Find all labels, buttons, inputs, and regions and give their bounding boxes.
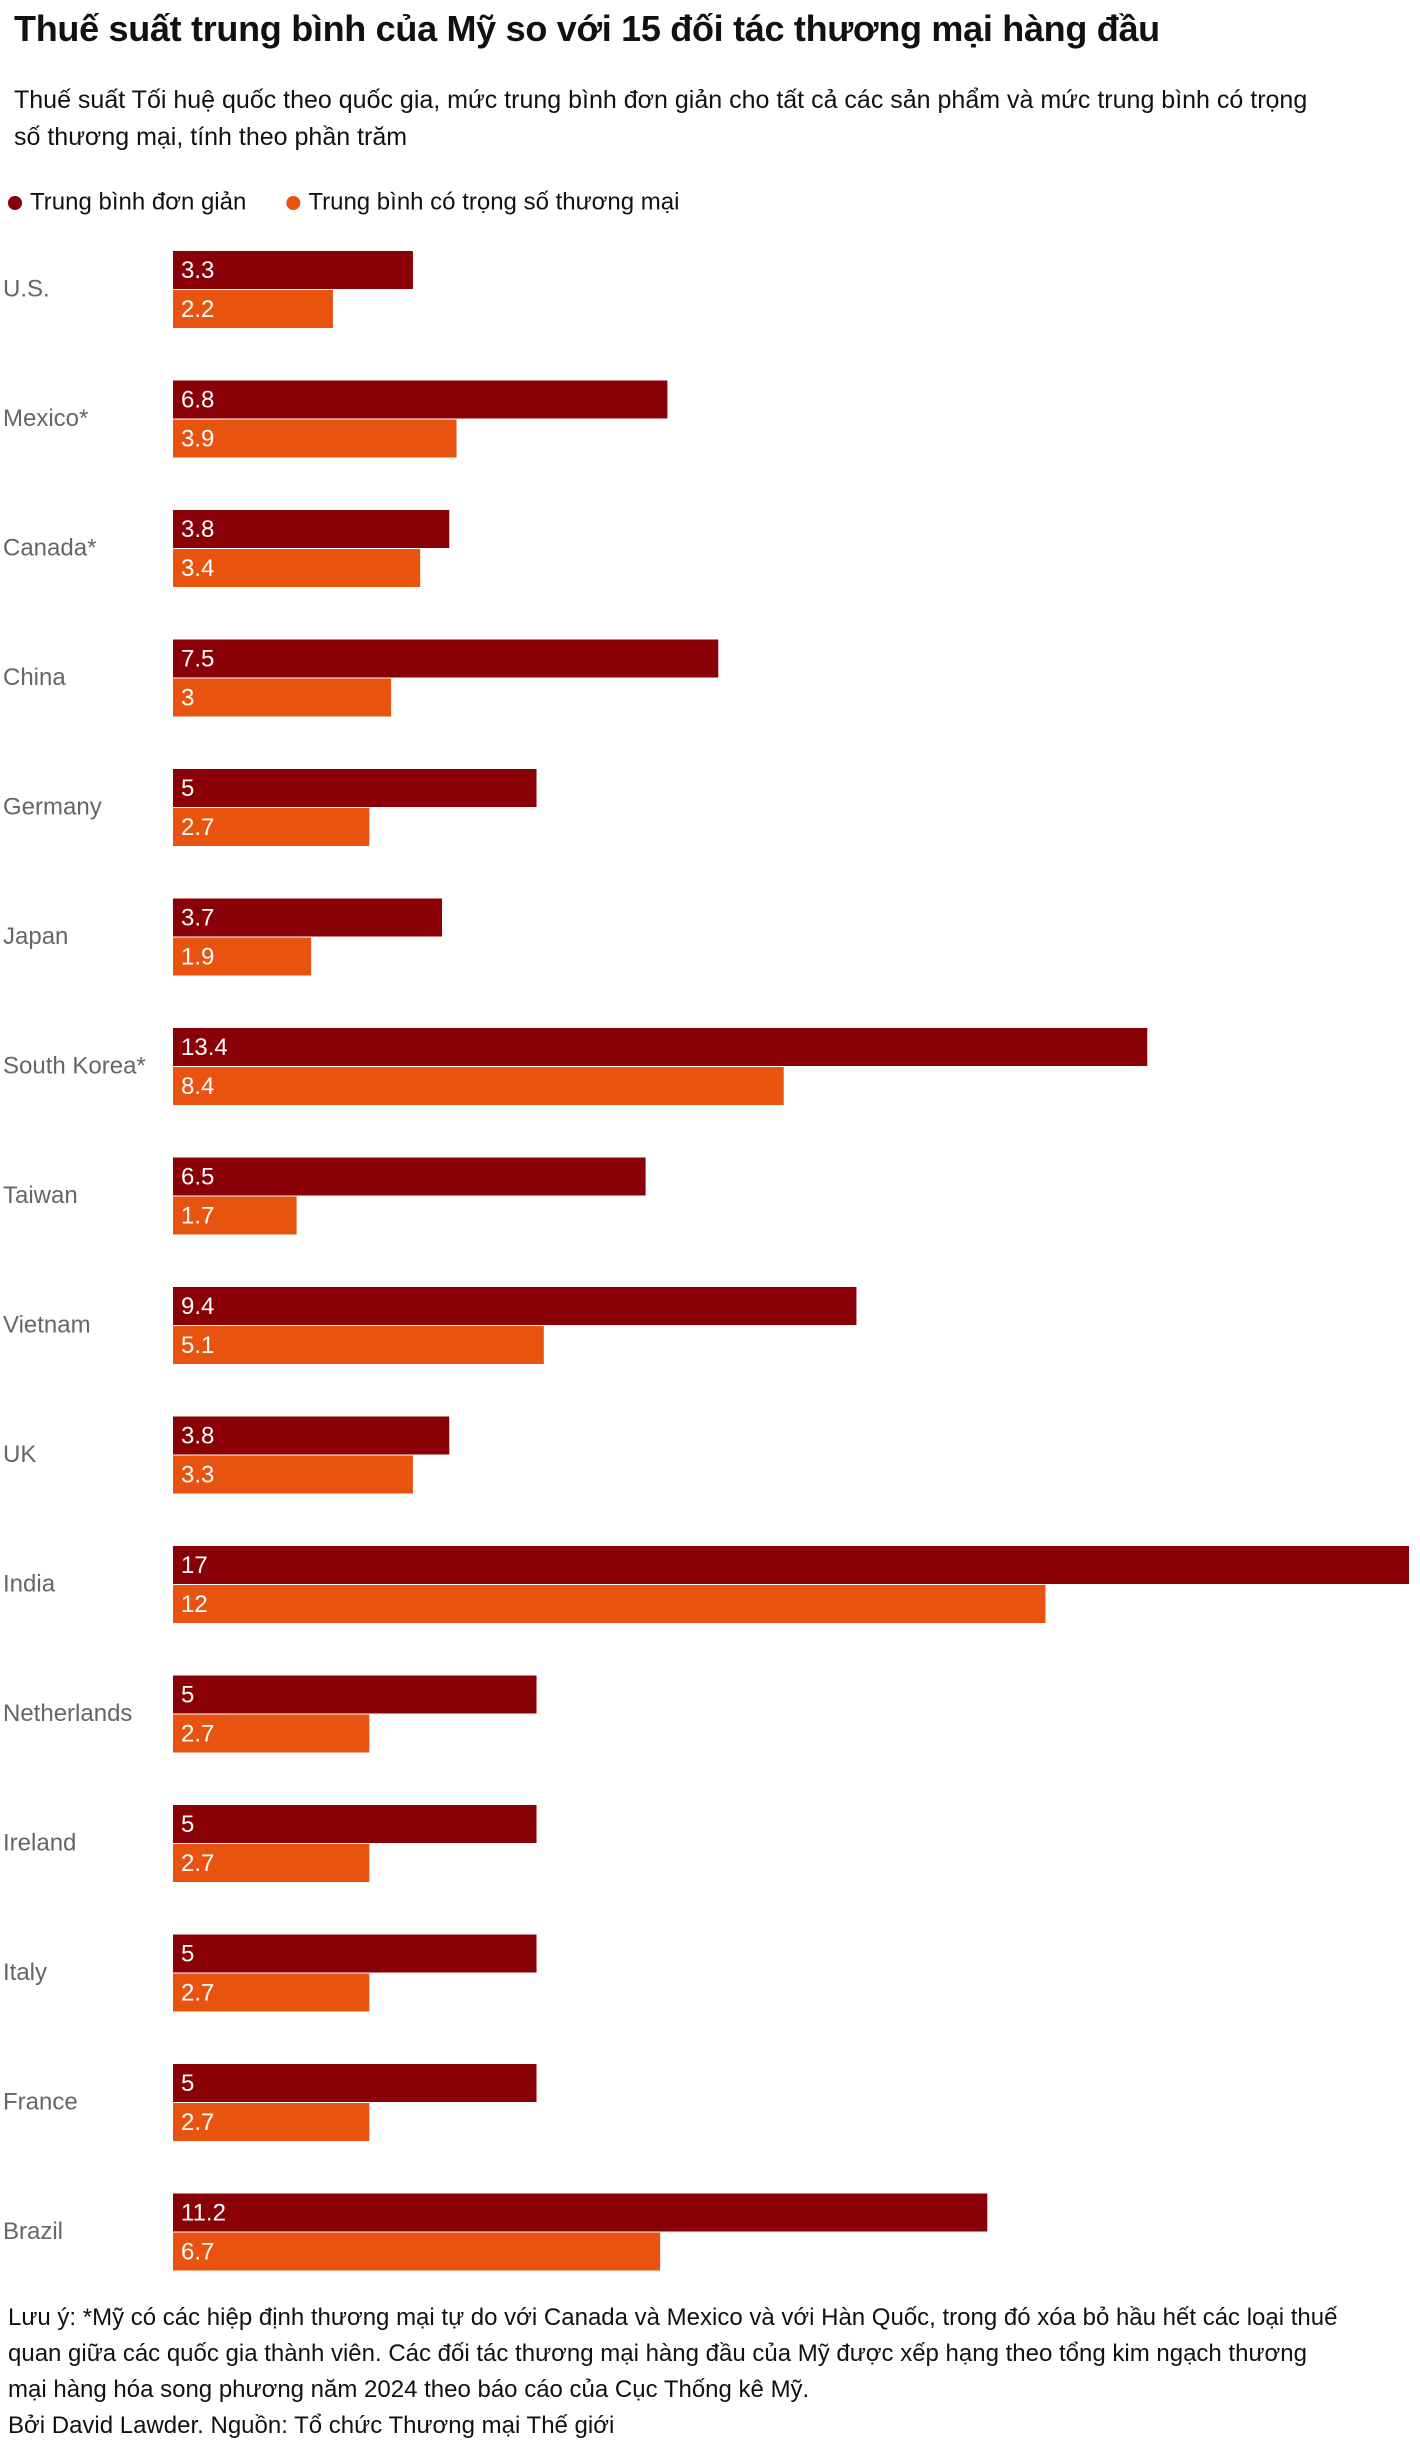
category-label: UK [3,1441,36,1468]
chart: Trung bình đơn giản Trung bình có trọng s… [3,188,1409,2271]
bar [173,1973,370,2012]
value-label: 2.7 [181,1850,214,1877]
bar [173,1675,537,1714]
chart-subtitle: Thuế suất Tối huệ quốc theo quốc gia, mứ… [14,86,1308,151]
bar [173,549,421,587]
value-label: 3.4 [181,555,214,582]
value-label: 17 [181,1552,208,1579]
category-label: Japan [3,923,68,950]
value-label: 11.2 [181,2199,226,2226]
value-label: 2.7 [181,2109,214,2136]
bar [173,678,392,717]
category-label: Mexico* [3,405,88,432]
value-label: 5 [181,775,194,802]
value-label: 8.4 [181,1073,214,1100]
legend-marker [8,196,22,210]
value-label: 5 [181,2070,194,2097]
value-label: 1.9 [181,943,214,970]
bar [173,1157,646,1196]
bar [173,290,333,328]
value-label: 6.7 [181,2238,214,2265]
value-label: 12 [181,1591,208,1618]
value-label: 1.7 [181,1202,214,1229]
legend-marker [286,196,301,210]
category-label: China [3,664,66,691]
category-label: Canada* [3,534,96,561]
value-label: 9.4 [181,1293,214,1320]
value-label: 6.8 [181,386,214,413]
bar [173,1196,297,1235]
legend-label: Trung bình đơn giản [30,188,246,215]
value-label: 6.5 [181,1163,214,1190]
category-label: Taiwan [3,1182,78,1209]
chart-title: Thuế suất trung bình của Mỹ so với 15 đố… [14,8,1160,49]
byline: Bởi David Lawder. Nguồn: Tổ chức Thương … [8,2412,615,2439]
value-label: 5.1 [181,1332,214,1359]
value-label: 5 [181,1811,194,1838]
bar [173,1805,537,1843]
value-label: 2.7 [181,1720,214,1747]
bar [173,2232,661,2271]
bar [173,1934,537,1973]
footnote: Lưu ý: *Mỹ có các hiệp định thương mại t… [8,2300,1338,2444]
category-label: U.S. [3,275,50,302]
bar [173,1416,450,1455]
bar [173,2103,370,2141]
value-label: 13.4 [181,1034,228,1061]
value-label: 3.3 [181,1461,214,1488]
category-label: South Korea* [3,1052,146,1079]
bar [173,1546,1409,1584]
category-label: Netherlands [3,1700,132,1727]
bar [173,898,443,937]
value-label: 3.8 [181,516,214,543]
value-label: 3.3 [181,257,214,284]
bar [173,769,537,807]
value-label: 7.5 [181,645,214,672]
value-label: 5 [181,1940,194,1967]
category-label: Italy [3,1959,47,1986]
category-label: Brazil [3,2218,63,2245]
bar [173,808,370,846]
value-label: 5 [181,1681,194,1708]
bar [173,1585,1046,1623]
legend-label: Trung bình có trọng số thương mại [308,188,679,215]
bar [173,1326,544,1364]
category-label: France [3,2088,78,2115]
bar [173,380,668,419]
bar [173,639,719,678]
bar [173,1844,370,1882]
bar [173,251,413,289]
value-label: 2.2 [181,296,214,323]
note: Lưu ý: *Mỹ có các hiệp định thương mại t… [8,2304,1338,2403]
category-label: Ireland [3,1829,76,1856]
category-label: Vietnam [3,1311,91,1338]
category-label: Germany [3,793,102,820]
bar [173,1455,413,1494]
bar [173,1067,784,1105]
bar [173,1287,857,1325]
bar [173,2193,988,2232]
bar [173,1028,1148,1066]
value-label: 3.8 [181,1422,214,1449]
value-label: 2.7 [181,814,214,841]
bar [173,419,457,458]
category-label: India [3,1570,56,1597]
bar [173,2064,537,2102]
value-label: 3 [181,684,194,711]
bar [173,1714,370,1753]
value-label: 3.7 [181,904,214,931]
value-label: 2.7 [181,1979,214,2006]
bar [173,510,450,548]
value-label: 3.9 [181,425,214,452]
bar [173,937,312,976]
